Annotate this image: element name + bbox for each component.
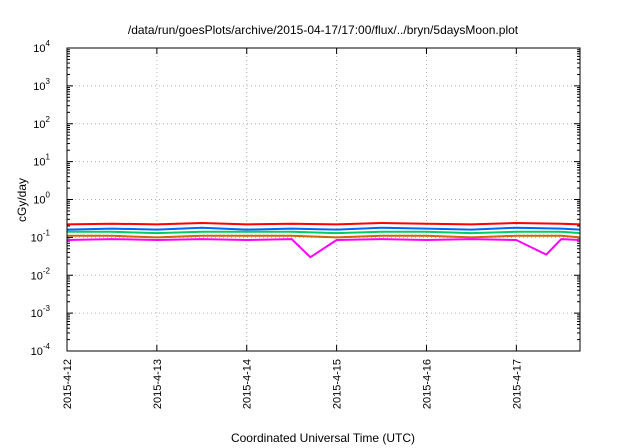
y-tick-label: 10-1 [31,228,51,244]
x-tick-label: 2015-4-12 [62,359,74,409]
series-line-2 [66,226,581,231]
series-line-1 [66,222,581,226]
series-line-4 [67,234,581,239]
plot-frame [66,47,581,352]
y-tick-label: 10-2 [31,266,51,282]
x-tick-label: 2015-4-17 [511,359,523,409]
series-line-5 [66,238,581,259]
x-axis-ticks: 2015-4-12 2015-4-13 2015-4-14 2015-4-15 2015… [62,48,523,409]
x-tick-label: 2015-4-15 [332,359,344,409]
x-tick-label: 2015-4-16 [421,359,433,409]
chart-title: /data/run/goesPlots/archive/2015-04-17/1… [128,23,519,37]
series-line-3 [67,230,581,235]
data-series [66,222,581,259]
x-tick-label: 2015-4-14 [242,359,254,409]
y-tick-label: 103 [33,77,50,93]
y-tick-label: 10-4 [31,342,51,358]
y-tick-label: 10-3 [31,304,51,320]
x-axis-label: Coordinated Universal Time (UTC) [231,431,415,445]
y-tick-label: 104 [33,39,50,55]
y-tick-label: 100 [33,191,50,207]
y-tick-label: 101 [33,153,50,169]
x-tick-label: 2015-4-13 [152,359,164,409]
y-tick-label: 102 [33,115,50,131]
y-axis-label: cGy/day [15,178,29,222]
